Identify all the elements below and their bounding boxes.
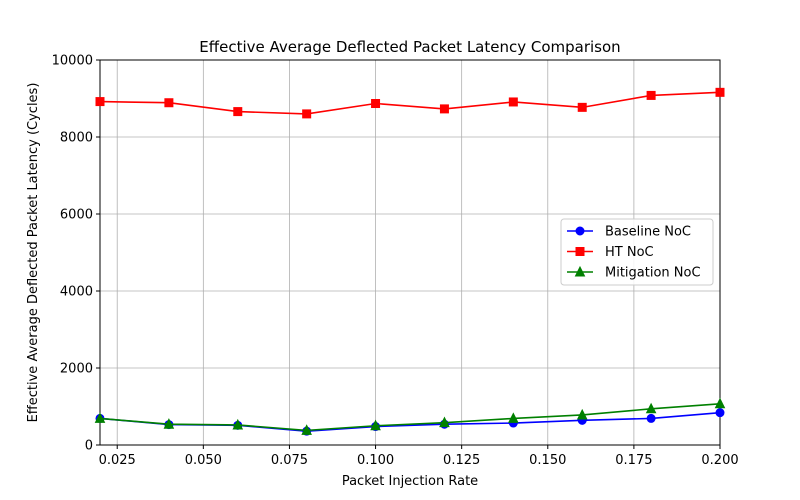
data-point-ht-noc	[508, 97, 518, 107]
data-point-ht-noc	[371, 99, 381, 109]
legend-marker	[575, 247, 585, 256]
data-point-baseline-noc	[646, 413, 656, 423]
legend-item-mitigation-noc: Mitigation NoC	[567, 266, 701, 281]
legend-label: Baseline NoC	[605, 225, 691, 240]
data-point-mitigation-noc	[576, 408, 588, 420]
data-point-mitigation-noc	[508, 412, 519, 423]
data-point-mitigation-noc	[163, 418, 175, 429]
plot-area-frame	[99, 59, 721, 446]
legend-box	[560, 218, 714, 286]
data-point-mitigation-noc	[645, 402, 657, 414]
legend: Baseline NoC HT NoC Mitigation NoC	[560, 218, 714, 286]
x-tick-label: 0.100	[357, 453, 394, 468]
data-point-mitigation-noc	[439, 416, 450, 428]
x-tick-label: 0.175	[615, 453, 652, 468]
x-tick-label: 0.150	[529, 453, 566, 468]
legend-item-ht-noc: HT NoC	[567, 245, 654, 260]
x-tick-label: 0.025	[99, 453, 136, 468]
series-line-mitigation-noc	[99, 403, 721, 432]
x-axis-label: Packet Injection Rate	[342, 474, 478, 489]
data-point-ht-noc	[233, 107, 243, 117]
y-tick-label: 10000	[52, 54, 93, 69]
legend-label: HT NoC	[605, 245, 654, 260]
data-point-baseline-noc	[715, 408, 725, 418]
x-tick-label: 0.075	[271, 453, 308, 468]
y-tick-label: 4000	[60, 285, 93, 300]
data-point-ht-noc	[439, 104, 449, 114]
series-group	[94, 87, 726, 436]
axis-ticks: 0.025 0.050 0.075 0.100 0.125 0.150 0.175 0.200…	[52, 54, 739, 469]
data-point-mitigation-noc	[232, 418, 244, 430]
x-tick-label: 0.125	[443, 453, 480, 468]
x-tick-label: 0.200	[701, 453, 738, 468]
data-point-ht-noc	[646, 90, 656, 100]
data-point-ht-noc	[302, 109, 312, 119]
series-ht-noc	[95, 87, 725, 119]
data-point-ht-noc	[164, 98, 174, 108]
y-axis-label: Effective Average Deflected Packet Laten…	[26, 83, 41, 423]
legend-marker	[575, 226, 585, 236]
data-point-ht-noc	[95, 97, 105, 107]
series-mitigation-noc	[94, 397, 726, 435]
y-tick-label: 6000	[60, 208, 93, 223]
y-tick-label: 0	[85, 439, 93, 454]
y-tick-label: 2000	[60, 362, 93, 377]
data-point-mitigation-noc	[370, 419, 381, 431]
legend-marker	[574, 265, 586, 277]
legend-label: Mitigation NoC	[605, 266, 701, 281]
data-point-ht-noc	[577, 102, 587, 112]
data-point-mitigation-noc	[301, 424, 312, 435]
chart-title: Effective Average Deflected Packet Laten…	[199, 38, 620, 56]
data-point-mitigation-noc	[714, 397, 726, 409]
y-tick-label: 8000	[60, 131, 93, 146]
legend-item-baseline-noc: Baseline NoC	[567, 225, 691, 240]
data-point-ht-noc	[715, 87, 725, 97]
x-tick-label: 0.050	[185, 453, 222, 468]
data-point-mitigation-noc	[94, 412, 106, 423]
series-line-ht-noc	[99, 91, 721, 115]
